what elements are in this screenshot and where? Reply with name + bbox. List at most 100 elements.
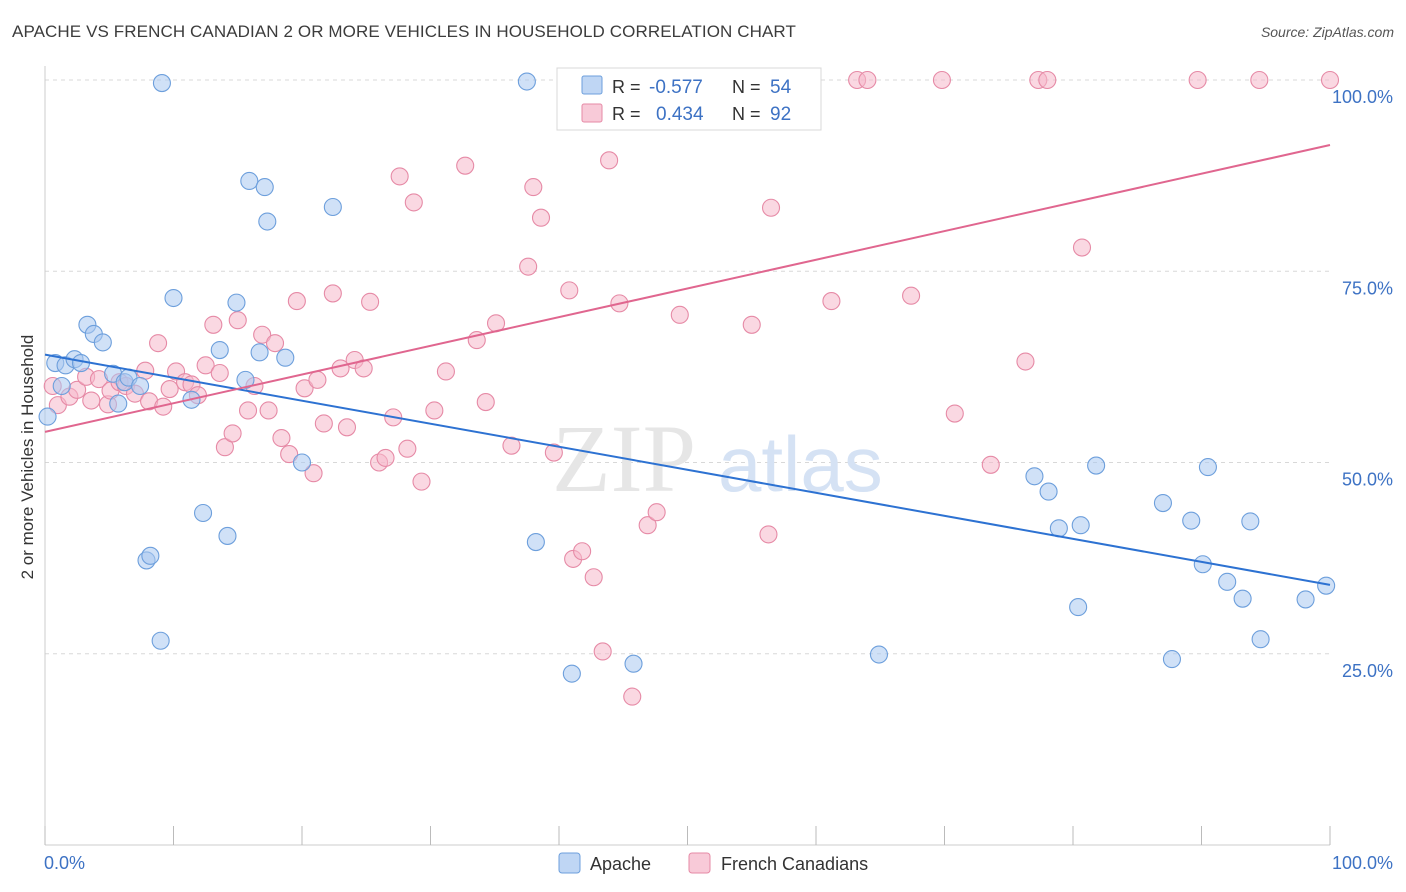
french-canadians-point [600, 151, 619, 170]
y-tick-label: 75.0% [1342, 278, 1393, 298]
watermark-atlas: atlas [718, 420, 883, 508]
legend-r-label: R = [612, 77, 641, 97]
apache-point [152, 74, 171, 93]
legend-r-label: R = [612, 104, 641, 124]
french-canadians-point [215, 438, 234, 457]
x-tick-label: 100.0% [1332, 853, 1393, 873]
apache-point [292, 453, 312, 472]
french-canadians-point [981, 455, 1000, 474]
y-tick-label: 100.0% [1332, 87, 1393, 107]
french-canadians-point [1072, 238, 1092, 257]
apache-point [1162, 650, 1181, 669]
apache-point [1317, 576, 1336, 595]
french-canadians-point [932, 70, 951, 90]
french-canadians-point [519, 257, 538, 276]
apache-point [1153, 493, 1172, 513]
apache-point [151, 631, 170, 650]
apache-points [38, 72, 1336, 683]
apache-point [526, 533, 545, 552]
french-canadians-point [456, 156, 475, 175]
french-canadians-point [265, 334, 285, 353]
apache-point [1087, 456, 1106, 475]
french-canadians-point [228, 311, 247, 330]
french-canadians-point [149, 334, 168, 353]
legend-label-apache: Apache [590, 854, 651, 874]
french-canadians-point [476, 393, 495, 412]
apache-point [1193, 555, 1212, 574]
apache-point [1039, 482, 1058, 501]
gridlines [45, 79, 1330, 655]
legend-swatch-french [581, 103, 603, 123]
french-canadians-point [584, 568, 603, 587]
french-canadians-point [502, 436, 521, 455]
y-tick-label: 25.0% [1342, 661, 1393, 681]
french-canadians-point [593, 642, 612, 661]
apache-point [194, 503, 213, 523]
legend-swatch-apache [581, 75, 603, 95]
french-canadians-point [573, 542, 592, 561]
axes [44, 66, 1331, 846]
french-canadians-point [323, 284, 342, 303]
french-canadians-point [858, 70, 877, 90]
french-canadians-point [544, 443, 563, 462]
french-canadians-point [82, 391, 101, 410]
french-canadians-point [1250, 70, 1269, 90]
french-canadians-point [1188, 70, 1207, 90]
french-canadians-point [1038, 70, 1057, 90]
apache-point [258, 212, 277, 231]
apache-point [210, 340, 229, 360]
french-canadians-point [361, 292, 380, 311]
apache-point [1182, 511, 1201, 530]
french-canadians-point [376, 448, 395, 467]
apache-point [164, 288, 183, 308]
french-canadians-point [524, 178, 543, 197]
french-canadians-point [204, 315, 223, 334]
french-canadians-point [742, 315, 761, 334]
apache-point [1071, 516, 1090, 535]
apache-point [1233, 589, 1252, 608]
french-canadians-point [412, 472, 431, 491]
french-canadians-point [638, 516, 657, 535]
apache-point [227, 293, 246, 312]
y-axis-label: 2 or more Vehicles in Household [18, 335, 37, 580]
french-canadians-point [398, 439, 417, 458]
series-legend: Apache French Canadians [558, 852, 868, 874]
apache-point [869, 645, 889, 664]
apache-point [52, 376, 71, 396]
french-canadians-point [945, 404, 964, 423]
french-canadians-point [425, 401, 444, 420]
french-canadians-point [314, 414, 333, 433]
french-canadians-point [531, 208, 551, 227]
legend-r-value: 0.434 [656, 104, 704, 125]
apache-point [255, 178, 274, 197]
french-canadians-point [287, 292, 306, 311]
french-canadians-point [272, 428, 291, 448]
french-canadians-point [304, 464, 323, 483]
apache-point [517, 72, 536, 91]
french-canadians-point [196, 356, 215, 375]
trend-lines [44, 144, 1331, 586]
apache-point [1218, 572, 1237, 591]
apache-point [38, 407, 57, 426]
french-canadians-point [1320, 70, 1340, 90]
apache-point [250, 343, 269, 362]
apache-point [218, 526, 237, 545]
x-tick-label: 0.0% [44, 853, 85, 873]
french-canadians-point [253, 325, 272, 344]
apache-point [1069, 598, 1088, 617]
french-canadians-point [623, 687, 642, 706]
legend-n-value: 54 [770, 77, 792, 98]
apache-point [624, 654, 643, 673]
french-canadians-point [295, 379, 314, 398]
apache-point [562, 664, 581, 683]
french-canadians-point [210, 363, 229, 383]
french-canadians-point [280, 445, 299, 464]
french-canadians-point [238, 401, 258, 420]
french-canadians-point [390, 167, 409, 186]
chart-title: APACHE VS FRENCH CANADIAN 2 OR MORE VEHI… [12, 22, 796, 41]
apache-point [141, 546, 160, 565]
apache-point [1251, 630, 1270, 649]
apache-trend-line [44, 353, 1331, 586]
french-canadians-point [670, 305, 689, 324]
